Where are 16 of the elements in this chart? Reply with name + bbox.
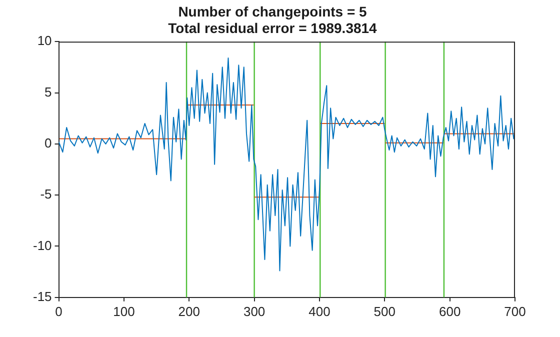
x-tick-label: 500 [374, 304, 396, 319]
x-tick-label: 100 [113, 304, 135, 319]
x-tick-label: 0 [55, 304, 62, 319]
x-tick-label: 200 [178, 304, 200, 319]
chart-title: Number of changepoints = 5 [178, 3, 368, 20]
y-tick-label: -15 [32, 288, 52, 304]
x-tick-label: 400 [308, 304, 330, 319]
y-tick-label: 5 [44, 84, 52, 100]
y-tick-label: 10 [37, 33, 52, 48]
x-tick-label: 300 [243, 304, 266, 319]
y-tick-label: 0 [44, 136, 52, 150]
chart-subtitle: Total residual error = 1989.3814 [168, 20, 378, 36]
x-tick-label: 600 [438, 304, 461, 319]
y-tick-label: -5 [40, 186, 52, 202]
x-tick-label: 700 [504, 304, 526, 319]
y-tick-label: -10 [32, 238, 52, 253]
